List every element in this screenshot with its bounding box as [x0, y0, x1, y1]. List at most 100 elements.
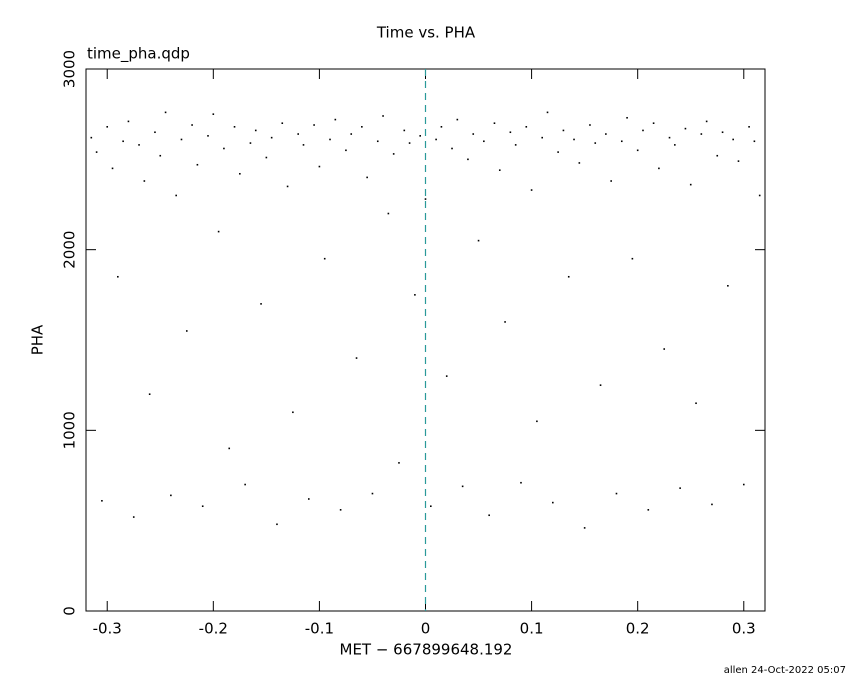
point	[392, 153, 395, 155]
point	[223, 147, 225, 150]
point	[170, 494, 172, 497]
point	[716, 154, 719, 157]
point	[737, 160, 740, 162]
point	[122, 140, 124, 143]
point	[626, 116, 628, 119]
point	[191, 124, 193, 126]
point	[127, 120, 130, 123]
point	[674, 144, 676, 146]
point	[472, 133, 475, 135]
x-tick-label: 0.2	[626, 620, 650, 638]
point	[732, 138, 734, 141]
point	[658, 167, 660, 170]
point	[514, 144, 517, 146]
point	[212, 113, 215, 115]
chart-title: Time vs. PHA	[376, 24, 476, 42]
point	[557, 151, 559, 153]
point	[265, 156, 268, 159]
point	[599, 384, 602, 386]
point	[339, 509, 342, 511]
point	[387, 212, 390, 215]
point	[270, 136, 273, 139]
point	[323, 257, 326, 260]
point	[419, 135, 421, 137]
x-tick-label: 0.1	[520, 620, 544, 638]
point	[610, 180, 612, 182]
point	[567, 275, 570, 278]
point	[292, 411, 294, 414]
point	[483, 140, 485, 143]
point	[642, 129, 644, 132]
point	[668, 136, 671, 139]
y-tick-label: 1000	[61, 411, 79, 449]
point	[132, 516, 135, 518]
footer: allen 24-Oct-2022 05:07	[724, 665, 846, 676]
point	[689, 183, 692, 186]
point	[297, 133, 299, 135]
point	[106, 126, 109, 128]
point	[546, 111, 549, 114]
point	[366, 176, 368, 179]
point	[154, 131, 156, 134]
point	[217, 230, 220, 233]
point	[679, 487, 681, 489]
point	[101, 499, 103, 502]
point	[504, 321, 506, 323]
point	[536, 420, 538, 423]
point	[117, 275, 119, 278]
point	[578, 162, 581, 164]
point	[260, 303, 262, 305]
chart-subtitle: time_pha.qdp	[87, 45, 190, 64]
point	[589, 124, 591, 126]
point	[286, 185, 289, 188]
point	[615, 492, 618, 495]
point	[345, 149, 347, 152]
y-axis-label: PHA	[29, 324, 47, 355]
point	[652, 122, 655, 124]
y-tick-label: 3000	[61, 50, 79, 88]
point	[636, 149, 639, 152]
point	[663, 348, 666, 350]
point	[541, 136, 544, 139]
point	[445, 375, 448, 377]
x-tick-label: 0.3	[732, 620, 756, 638]
point	[318, 165, 321, 168]
point	[376, 140, 379, 143]
point	[281, 122, 284, 124]
point	[414, 294, 416, 296]
point	[307, 498, 310, 500]
point	[143, 180, 146, 182]
point	[488, 514, 490, 517]
x-axis-label: MET − 667899648.192	[340, 641, 513, 659]
point	[758, 194, 761, 197]
point	[207, 135, 209, 137]
point	[111, 167, 114, 170]
point	[430, 505, 432, 508]
point	[742, 483, 745, 486]
point	[451, 147, 453, 150]
point	[159, 154, 162, 157]
point	[185, 330, 188, 332]
point	[164, 111, 167, 114]
point	[175, 194, 177, 197]
point	[403, 129, 406, 132]
point	[493, 122, 496, 124]
point	[196, 163, 199, 166]
point	[721, 131, 724, 134]
point	[254, 129, 257, 132]
point	[334, 118, 337, 121]
point	[138, 144, 140, 146]
point	[631, 257, 634, 260]
point	[313, 124, 315, 126]
point	[552, 501, 554, 504]
point	[233, 126, 236, 128]
x-tick-label: 0	[421, 620, 431, 638]
y-tick-label: 0	[61, 606, 79, 616]
point	[520, 481, 522, 484]
point	[530, 189, 533, 191]
x-tick-label: -0.1	[305, 620, 334, 638]
point	[456, 118, 459, 121]
point	[302, 144, 305, 146]
point	[249, 142, 252, 144]
